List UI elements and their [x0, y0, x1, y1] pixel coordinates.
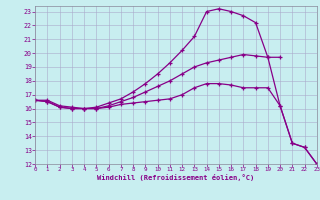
X-axis label: Windchill (Refroidissement éolien,°C): Windchill (Refroidissement éolien,°C)	[97, 174, 255, 181]
